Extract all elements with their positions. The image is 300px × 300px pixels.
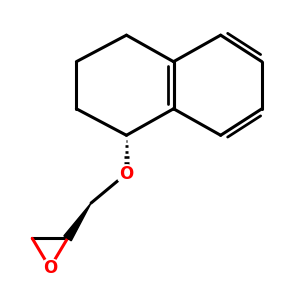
Text: O: O xyxy=(43,259,57,277)
Text: O: O xyxy=(119,165,134,183)
Polygon shape xyxy=(64,203,91,241)
